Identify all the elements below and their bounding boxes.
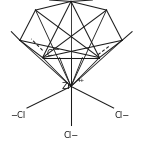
Text: Cl−: Cl− — [114, 111, 130, 120]
Text: 4+: 4+ — [77, 78, 85, 83]
Text: Zr: Zr — [62, 82, 72, 91]
Text: −: − — [53, 47, 59, 53]
Text: −Cl: −Cl — [10, 111, 25, 120]
Text: Cl−: Cl− — [63, 131, 79, 140]
Text: C: C — [47, 49, 52, 58]
